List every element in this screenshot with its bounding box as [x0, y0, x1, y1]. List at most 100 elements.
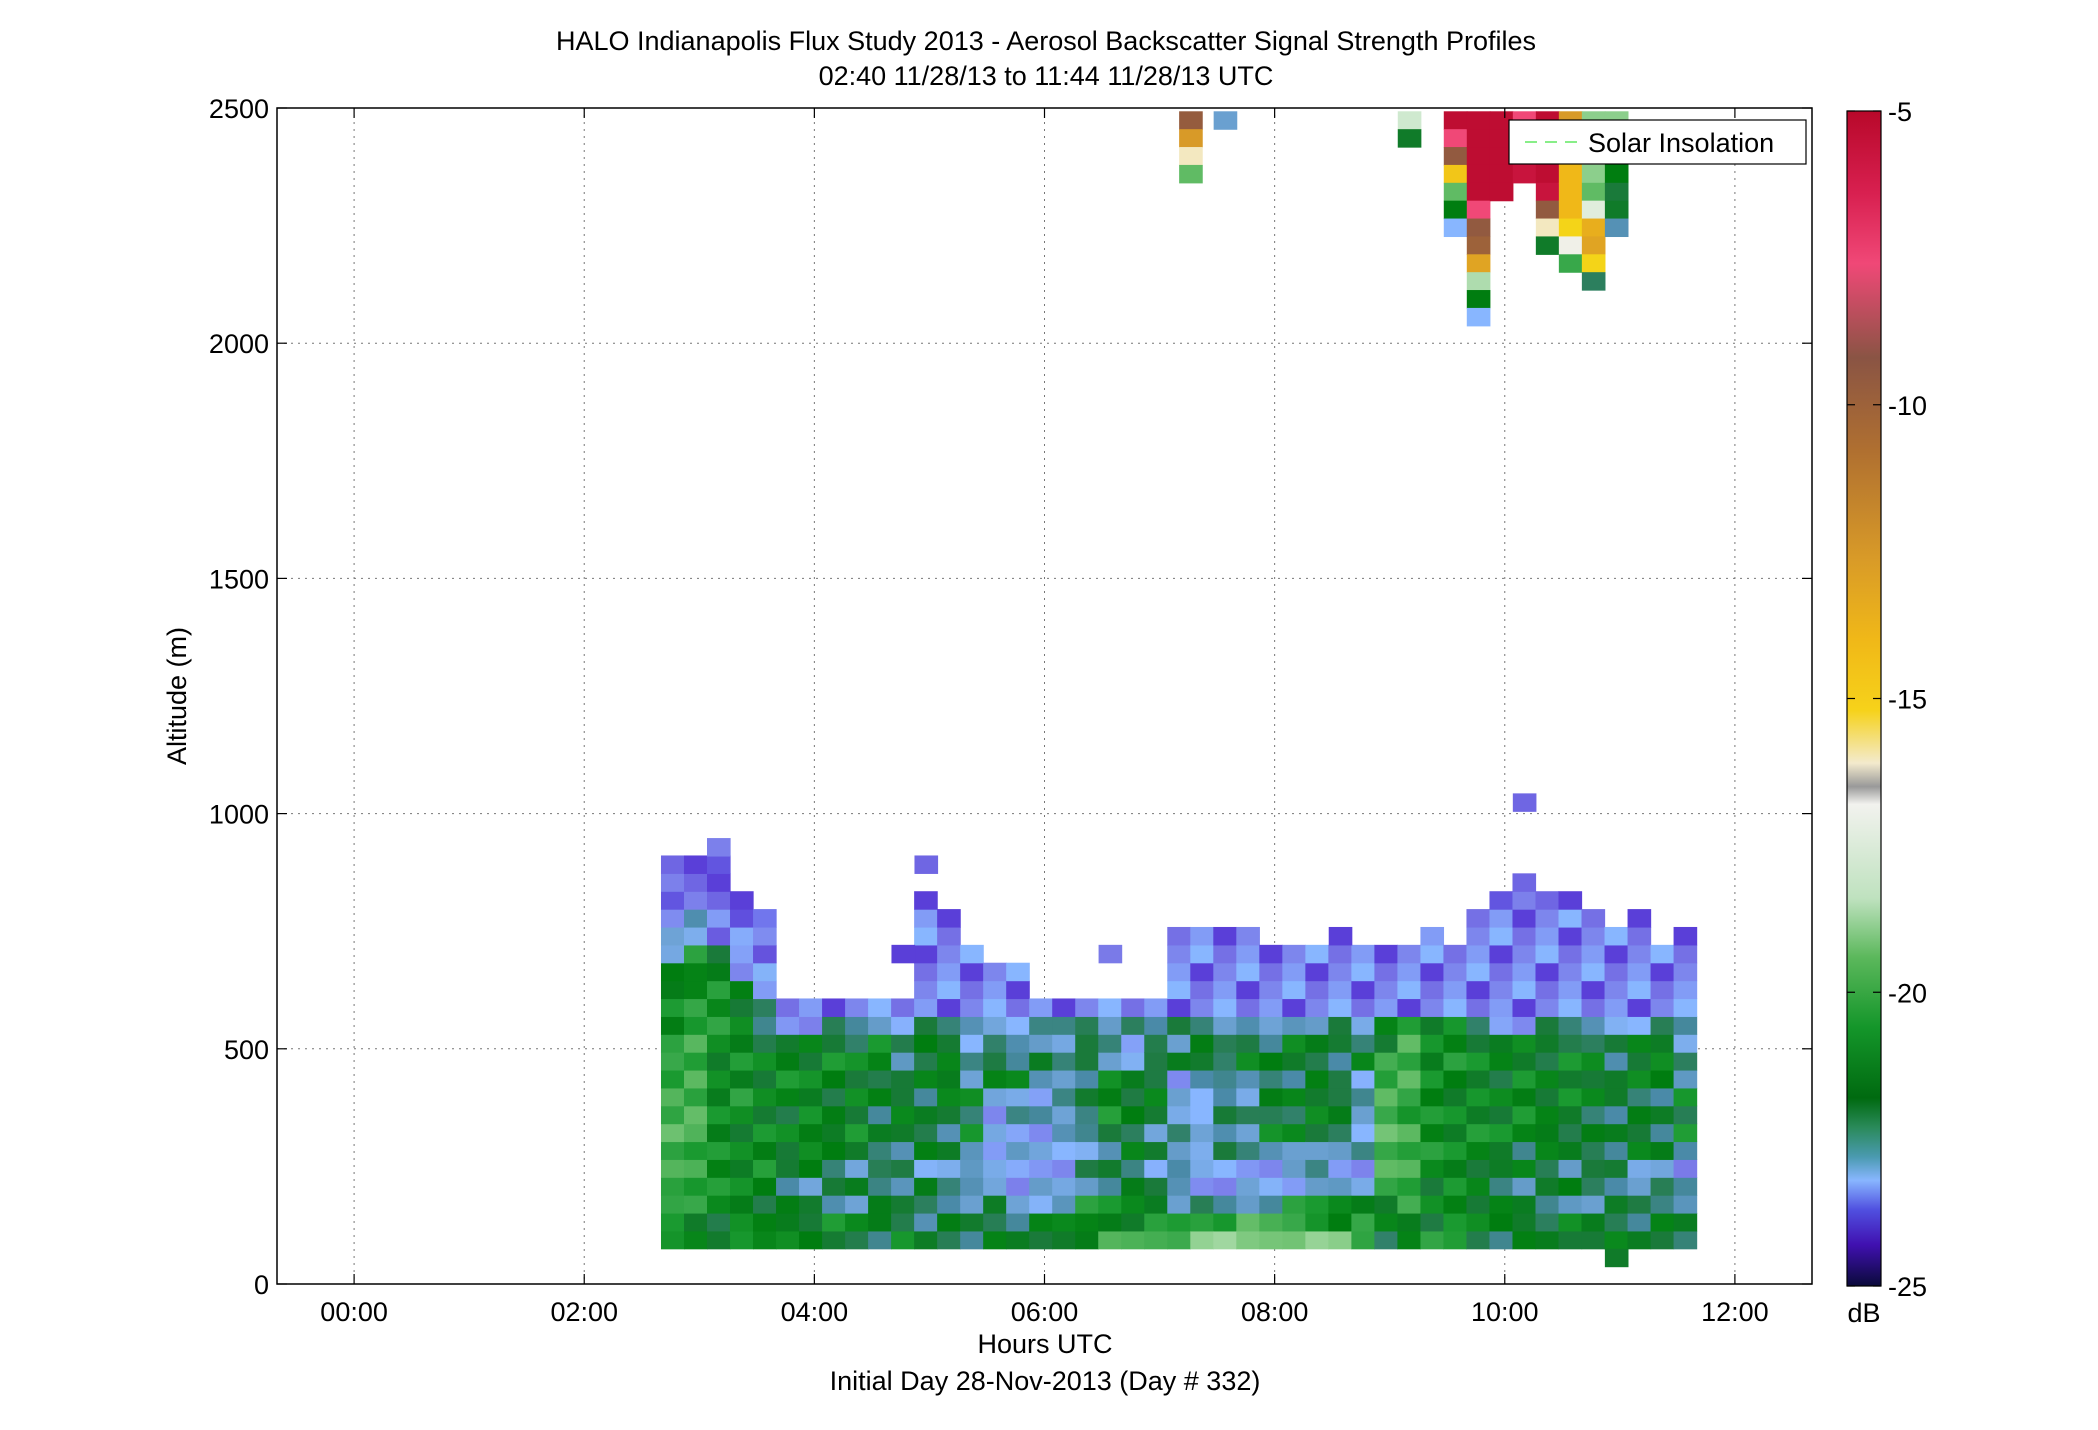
- heatmap-cell: [1443, 1105, 1468, 1125]
- colorbar-tick-label: -15: [1888, 685, 1927, 715]
- heatmap-cell: [1282, 962, 1306, 982]
- heatmap-cell: [776, 1105, 800, 1125]
- heatmap-cell: [1397, 129, 1422, 148]
- heatmap-cell: [1006, 1141, 1030, 1160]
- heatmap-cell: [983, 1016, 1007, 1035]
- colorbar: -5 -10 -15 -20 -25 dB: [1846, 97, 1927, 1328]
- heatmap-cell: [799, 1105, 823, 1125]
- heatmap-cell: [1029, 1159, 1053, 1178]
- heatmap-cell: [1144, 1177, 1168, 1196]
- heatmap-cell: [1259, 1105, 1283, 1125]
- heatmap-cell: [1029, 1105, 1053, 1125]
- heatmap-cell: [1443, 218, 1468, 238]
- heatmap-cell: [683, 1177, 708, 1196]
- heatmap-cell: [1650, 1034, 1675, 1053]
- heatmap-cell: [1236, 1195, 1260, 1214]
- heatmap-cell: [730, 944, 754, 964]
- heatmap-cell: [1075, 1212, 1099, 1232]
- heatmap-cell: [1144, 1105, 1168, 1125]
- heatmap-cell: [868, 1230, 892, 1250]
- heatmap-cell: [1397, 1123, 1422, 1143]
- y-tick-label: 1000: [209, 800, 269, 830]
- heatmap-cell: [707, 1105, 731, 1125]
- heatmap-cell: [1075, 1069, 1099, 1089]
- heatmap-cell: [1558, 218, 1583, 238]
- heatmap-cell: [1075, 1052, 1099, 1071]
- heatmap-cell: [1604, 962, 1629, 982]
- heatmap-cell: [1512, 998, 1537, 1017]
- heatmap-cell: [937, 998, 961, 1017]
- heatmap-cell: [1351, 1141, 1375, 1160]
- heatmap-cell: [822, 1016, 846, 1035]
- heatmap-cell: [1489, 1016, 1514, 1035]
- heatmap-cell: [707, 838, 731, 857]
- heatmap-cell: [1144, 1159, 1168, 1178]
- heatmap-cell: [960, 1141, 984, 1160]
- heatmap-cell: [753, 1052, 777, 1071]
- heatmap-cell: [753, 1195, 777, 1214]
- heatmap-cell: [1581, 909, 1606, 928]
- heatmap-cell: [730, 998, 754, 1017]
- heatmap-cell: [914, 891, 938, 910]
- heatmap-cell: [1535, 1212, 1560, 1232]
- heatmap-cell: [1512, 1123, 1537, 1143]
- heatmap-cell: [1259, 962, 1283, 982]
- heatmap-cell: [776, 1177, 800, 1196]
- heatmap-cell: [1121, 1087, 1145, 1107]
- heatmap-cell: [1397, 1195, 1422, 1214]
- heatmap-cell: [730, 909, 754, 928]
- heatmap-cell: [1489, 1159, 1514, 1178]
- heatmap-cell: [960, 1177, 984, 1196]
- heatmap-cell: [707, 873, 731, 892]
- heatmap-cell: [1558, 962, 1583, 982]
- heatmap-cell: [1213, 1069, 1237, 1089]
- heatmap-cell: [1328, 1230, 1352, 1250]
- heatmap-cell: [660, 1159, 685, 1178]
- y-tick-label: 2500: [209, 94, 269, 124]
- heatmap-cell: [683, 1087, 708, 1107]
- heatmap-cell: [776, 1123, 800, 1143]
- heatmap-cell: [868, 1159, 892, 1178]
- heatmap-cell: [1604, 926, 1629, 946]
- heatmap-cell: [1006, 1195, 1030, 1214]
- heatmap-cell: [1282, 1195, 1306, 1214]
- heatmap-cell: [1190, 1230, 1214, 1250]
- heatmap-cell: [753, 1087, 777, 1107]
- heatmap-cell: [730, 1195, 754, 1214]
- heatmap-cell: [1374, 1034, 1399, 1053]
- heatmap-cell: [1006, 1016, 1030, 1035]
- heatmap-cell: [1558, 182, 1583, 202]
- heatmap-cell: [753, 1212, 777, 1232]
- heatmap-cell: [1259, 1069, 1283, 1089]
- heatmap-cell: [868, 1052, 892, 1071]
- heatmap-cell: [1190, 1159, 1214, 1178]
- heatmap-cell: [1167, 1123, 1191, 1143]
- heatmap-cell: [1029, 1141, 1053, 1160]
- heatmap-cell: [1328, 944, 1352, 964]
- heatmap-cell: [1558, 909, 1583, 928]
- heatmap-cell: [1489, 147, 1514, 166]
- heatmap-cell: [891, 1141, 915, 1160]
- heatmap-cell: [1075, 1177, 1099, 1196]
- heatmap-cell: [1052, 998, 1076, 1017]
- heatmap-cell: [1581, 200, 1606, 220]
- heatmap-cell: [1673, 1069, 1698, 1089]
- heatmap-cell: [1236, 998, 1260, 1017]
- heatmap-cell: [1443, 1123, 1468, 1143]
- heatmap-cell: [707, 1230, 731, 1250]
- heatmap-cell: [707, 1212, 731, 1232]
- heatmap-cell: [1604, 1195, 1629, 1214]
- heatmap-cell: [776, 998, 800, 1017]
- heatmap-cell: [1443, 962, 1468, 982]
- heatmap-cell: [1144, 1195, 1168, 1214]
- heatmap-cell: [1075, 1034, 1099, 1053]
- heatmap-cell: [845, 1230, 869, 1250]
- heatmap-cell: [960, 962, 984, 982]
- heatmap-cell: [1581, 1212, 1606, 1232]
- heatmap-cell: [1098, 1212, 1122, 1232]
- heatmap-cell: [1121, 1212, 1145, 1232]
- heatmap-cell: [1305, 944, 1329, 964]
- heatmap-cell: [776, 1141, 800, 1160]
- heatmap-cell: [1581, 182, 1606, 202]
- heatmap-cell: [1512, 944, 1537, 964]
